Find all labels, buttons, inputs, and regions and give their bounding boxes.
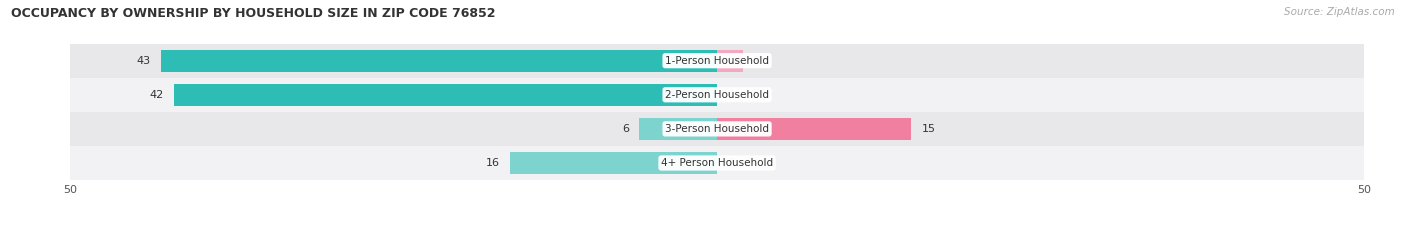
Bar (70, 44, 1364, 78)
Bar (70, 146, 1364, 180)
Text: 1-Person Household: 1-Person Household (665, 56, 769, 66)
Text: 3-Person Household: 3-Person Household (665, 124, 769, 134)
Bar (70, 112, 1364, 146)
Bar (510, 152, 717, 174)
Text: 2: 2 (754, 56, 761, 66)
Text: 42: 42 (149, 90, 163, 100)
Text: 6: 6 (621, 124, 628, 134)
Bar (717, 118, 911, 140)
Text: 2-Person Household: 2-Person Household (665, 90, 769, 100)
Text: 43: 43 (136, 56, 150, 66)
Text: 4+ Person Household: 4+ Person Household (661, 158, 773, 168)
Text: Source: ZipAtlas.com: Source: ZipAtlas.com (1284, 7, 1395, 17)
Text: 15: 15 (921, 124, 935, 134)
Text: 0: 0 (727, 90, 734, 100)
Bar (160, 50, 717, 72)
Bar (640, 118, 717, 140)
Bar (70, 78, 1364, 112)
Bar (717, 50, 742, 72)
Text: OCCUPANCY BY OWNERSHIP BY HOUSEHOLD SIZE IN ZIP CODE 76852: OCCUPANCY BY OWNERSHIP BY HOUSEHOLD SIZE… (11, 7, 496, 20)
Text: 16: 16 (485, 158, 499, 168)
Text: 0: 0 (727, 158, 734, 168)
Bar (174, 84, 717, 106)
